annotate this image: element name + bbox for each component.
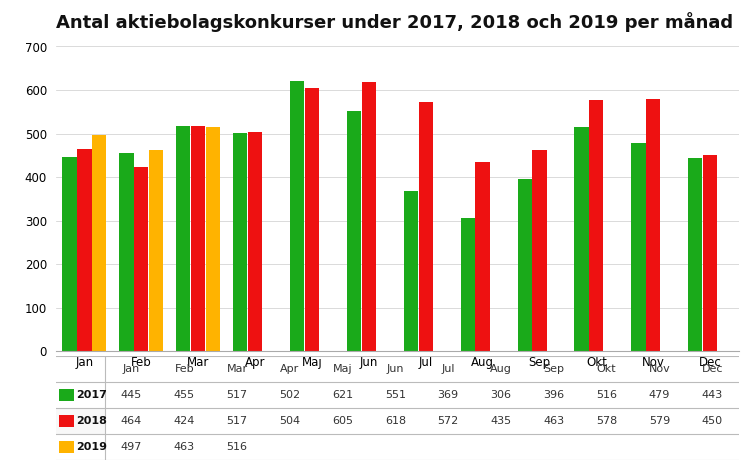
Text: 435: 435	[490, 416, 512, 426]
Text: Antal aktiebolagskonkurser under 2017, 2018 och 2019 per månad: Antal aktiebolagskonkurser under 2017, 2…	[56, 12, 733, 32]
Bar	[347, 111, 361, 351]
Bar	[574, 126, 589, 351]
Text: Maj: Maj	[333, 364, 352, 374]
Bar	[646, 99, 660, 351]
Bar	[63, 158, 77, 351]
Bar	[56, 382, 105, 408]
Text: Sep: Sep	[543, 364, 564, 374]
Bar	[60, 441, 75, 453]
Text: 578: 578	[596, 416, 617, 426]
Text: 450: 450	[701, 416, 723, 426]
Bar	[191, 126, 205, 351]
Bar	[92, 135, 106, 351]
Text: 2018: 2018	[76, 416, 107, 426]
Text: Okt: Okt	[597, 364, 616, 374]
Text: 516: 516	[596, 390, 617, 400]
Text: Jun: Jun	[386, 364, 404, 374]
Text: Aug: Aug	[490, 364, 512, 374]
Text: 479: 479	[649, 390, 670, 400]
Text: 497: 497	[121, 442, 142, 452]
Text: 369: 369	[438, 390, 459, 400]
Text: Jan: Jan	[123, 364, 140, 374]
Text: 2017: 2017	[76, 390, 107, 400]
Bar	[78, 149, 92, 351]
Text: 455: 455	[174, 390, 195, 400]
Text: Mar: Mar	[227, 364, 248, 374]
Text: 463: 463	[174, 442, 195, 452]
Text: 463: 463	[543, 416, 564, 426]
Text: 517: 517	[227, 416, 248, 426]
Bar	[362, 82, 376, 351]
Bar	[119, 153, 134, 351]
Text: Feb: Feb	[175, 364, 194, 374]
Bar	[419, 102, 433, 351]
Text: 464: 464	[121, 416, 142, 426]
Bar	[305, 88, 319, 351]
Text: Dec: Dec	[701, 364, 723, 374]
Text: 306: 306	[491, 390, 512, 400]
Bar	[134, 166, 148, 351]
Text: Jul: Jul	[442, 364, 455, 374]
Text: Apr: Apr	[280, 364, 299, 374]
Text: 516: 516	[227, 442, 248, 452]
Text: 443: 443	[701, 390, 723, 400]
Text: 579: 579	[649, 416, 670, 426]
Text: 572: 572	[438, 416, 459, 426]
Text: 504: 504	[279, 416, 301, 426]
Text: 502: 502	[279, 390, 301, 400]
Bar	[60, 389, 75, 401]
Text: Nov: Nov	[648, 364, 670, 374]
Text: 2019: 2019	[76, 442, 107, 452]
Text: 551: 551	[385, 390, 406, 400]
Bar	[56, 408, 105, 434]
Bar	[176, 126, 190, 351]
Text: 621: 621	[332, 390, 353, 400]
Bar	[518, 179, 532, 351]
Bar	[631, 143, 645, 351]
Bar	[475, 162, 489, 351]
Text: 618: 618	[385, 416, 406, 426]
Bar	[149, 150, 163, 351]
Text: 445: 445	[121, 390, 142, 400]
Bar	[233, 133, 248, 351]
Text: 605: 605	[332, 416, 353, 426]
Bar	[248, 132, 262, 351]
Bar	[461, 218, 475, 351]
Bar	[60, 415, 75, 427]
Bar	[206, 126, 220, 351]
Text: 396: 396	[543, 390, 564, 400]
Bar	[56, 434, 105, 460]
Text: 424: 424	[174, 416, 195, 426]
Bar	[533, 150, 547, 351]
Bar	[404, 191, 418, 351]
Bar	[689, 158, 703, 351]
Bar	[290, 81, 304, 351]
Bar	[703, 155, 717, 351]
Text: 517: 517	[227, 390, 248, 400]
Bar	[589, 100, 604, 351]
